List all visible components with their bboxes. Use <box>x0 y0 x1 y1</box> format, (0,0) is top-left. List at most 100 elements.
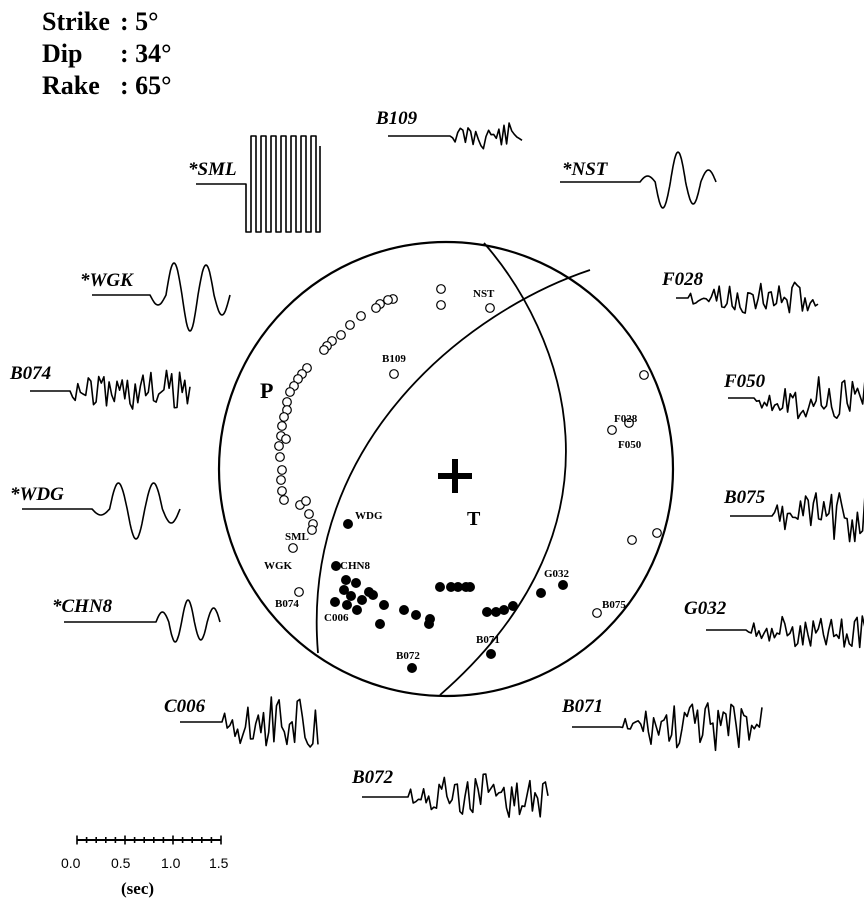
waveform-trace-f028 <box>676 281 819 314</box>
waveform-label-chn8: *CHN8 <box>52 596 113 617</box>
compression-dot <box>486 649 496 659</box>
dilatation-dot <box>288 543 298 553</box>
dilatation-dot <box>485 303 495 313</box>
dilatation-dot <box>592 608 602 618</box>
dilatation-dot <box>307 525 317 535</box>
waveform-trace-chn8 <box>64 599 221 643</box>
waveform-traces <box>22 122 864 818</box>
nodal-plane-1 <box>439 242 567 696</box>
waveform-trace-nst <box>560 151 717 209</box>
compression-dot <box>508 601 518 611</box>
strike-label: Strike <box>42 7 110 36</box>
dilatation-dot <box>627 535 637 545</box>
waveform-label-b074: B074 <box>9 363 51 384</box>
scale-tick-0-0: 0.0 <box>61 855 81 871</box>
compression-dot <box>368 590 378 600</box>
station-label-nst: NST <box>473 288 495 300</box>
compression-dot <box>491 607 501 617</box>
dilatation-dot <box>294 587 304 597</box>
waveform-label-c006: C006 <box>164 696 206 717</box>
dilatation-dot <box>356 311 366 321</box>
compression-dot <box>453 582 463 592</box>
waveform-trace-c006 <box>180 696 319 748</box>
dip-label: Dip <box>42 39 83 68</box>
compression-dot <box>352 605 362 615</box>
dilatation-dot <box>607 425 617 435</box>
station-label-f050: F050 <box>618 439 642 451</box>
station-label-chn8: CHN8 <box>340 560 370 572</box>
compression-dot <box>446 582 456 592</box>
compression-dot <box>435 582 445 592</box>
waveform-label-b071: B071 <box>561 696 603 717</box>
waveform-trace-b109 <box>388 122 523 150</box>
stereonet <box>217 240 675 698</box>
dilatation-dot <box>279 495 289 505</box>
rake-label: Rake <box>42 71 100 100</box>
waveform-label-wdg: *WDG <box>10 484 64 505</box>
dilatation-dot <box>383 295 393 305</box>
waveform-label-sml: *SML <box>188 159 237 180</box>
dilatation-dot <box>285 387 295 397</box>
dilatation-dot <box>277 421 287 431</box>
compression-dot <box>375 619 385 629</box>
dilatation-dot <box>301 496 311 506</box>
waveform-trace-b075 <box>730 492 864 543</box>
scale-tick-0-5: 0.5 <box>111 855 131 871</box>
compression-polarities <box>330 519 568 673</box>
dilatation-dot <box>277 486 287 496</box>
waveform-trace-b071 <box>572 702 763 752</box>
compression-dot <box>346 591 356 601</box>
waveform-label-nst: *NST <box>562 159 609 180</box>
focal-sphere-circle <box>217 240 675 698</box>
compression-dot <box>482 607 492 617</box>
station-label-b074: B074 <box>275 598 299 610</box>
waveform-label-g032: G032 <box>684 598 727 619</box>
dilatation-dot <box>274 441 284 451</box>
scale-tick-1-5: 1.5 <box>209 855 229 871</box>
scale-tick-1-0: 1.0 <box>161 855 181 871</box>
compression-dot <box>407 663 417 673</box>
station-label-sml: SML <box>285 531 309 543</box>
compression-dot <box>499 605 509 615</box>
compression-dot <box>558 580 568 590</box>
dilatation-dot <box>282 397 292 407</box>
compression-dot <box>351 578 361 588</box>
dilatation-dot <box>276 475 286 485</box>
station-label-b109: B109 <box>382 353 406 365</box>
station-labels: NST B109 F028 F050 WDG SML CHN8 WGK G032… <box>264 288 642 662</box>
compression-dot <box>536 588 546 598</box>
dilatation-dot <box>279 412 289 422</box>
mechanism-parameters: Strike : 5° Dip : 34° Rake : 65° <box>42 6 172 102</box>
compression-dot <box>411 610 421 620</box>
station-label-g032: G032 <box>544 568 570 580</box>
dilatation-dot <box>345 320 355 330</box>
station-label-b075: B075 <box>602 599 626 611</box>
dilatation-dot <box>281 434 291 444</box>
dilatation-dot <box>389 369 399 379</box>
waveform-label-f050: F050 <box>723 371 766 392</box>
station-label-b072: B072 <box>396 650 420 662</box>
time-scale-bar: 0.0 0.5 1.0 1.5 (sec) <box>61 835 229 898</box>
compression-dot <box>330 597 340 607</box>
strike-value: : 5° <box>120 7 159 36</box>
station-label-wgk: WGK <box>264 560 293 572</box>
waveform-label-wgk: *WGK <box>80 270 134 291</box>
dilatation-dot <box>304 509 314 519</box>
waveform-label-b075: B075 <box>723 487 766 508</box>
compression-dot <box>465 582 475 592</box>
strike-row: Strike : 5° <box>42 6 172 38</box>
compression-dot <box>341 575 351 585</box>
scale-bar-ruler <box>76 835 222 845</box>
dilatation-dot <box>277 465 287 475</box>
station-label-c006: C006 <box>324 612 349 624</box>
dilatation-dot <box>436 300 446 310</box>
dilatation-dot <box>624 418 634 428</box>
plus-marker <box>438 459 472 493</box>
dilatation-dot <box>336 330 346 340</box>
waveform-trace-sml <box>196 135 321 233</box>
compression-dot <box>424 619 434 629</box>
t-axis-label: T <box>467 508 481 530</box>
waveform-trace-wdg <box>22 482 181 540</box>
